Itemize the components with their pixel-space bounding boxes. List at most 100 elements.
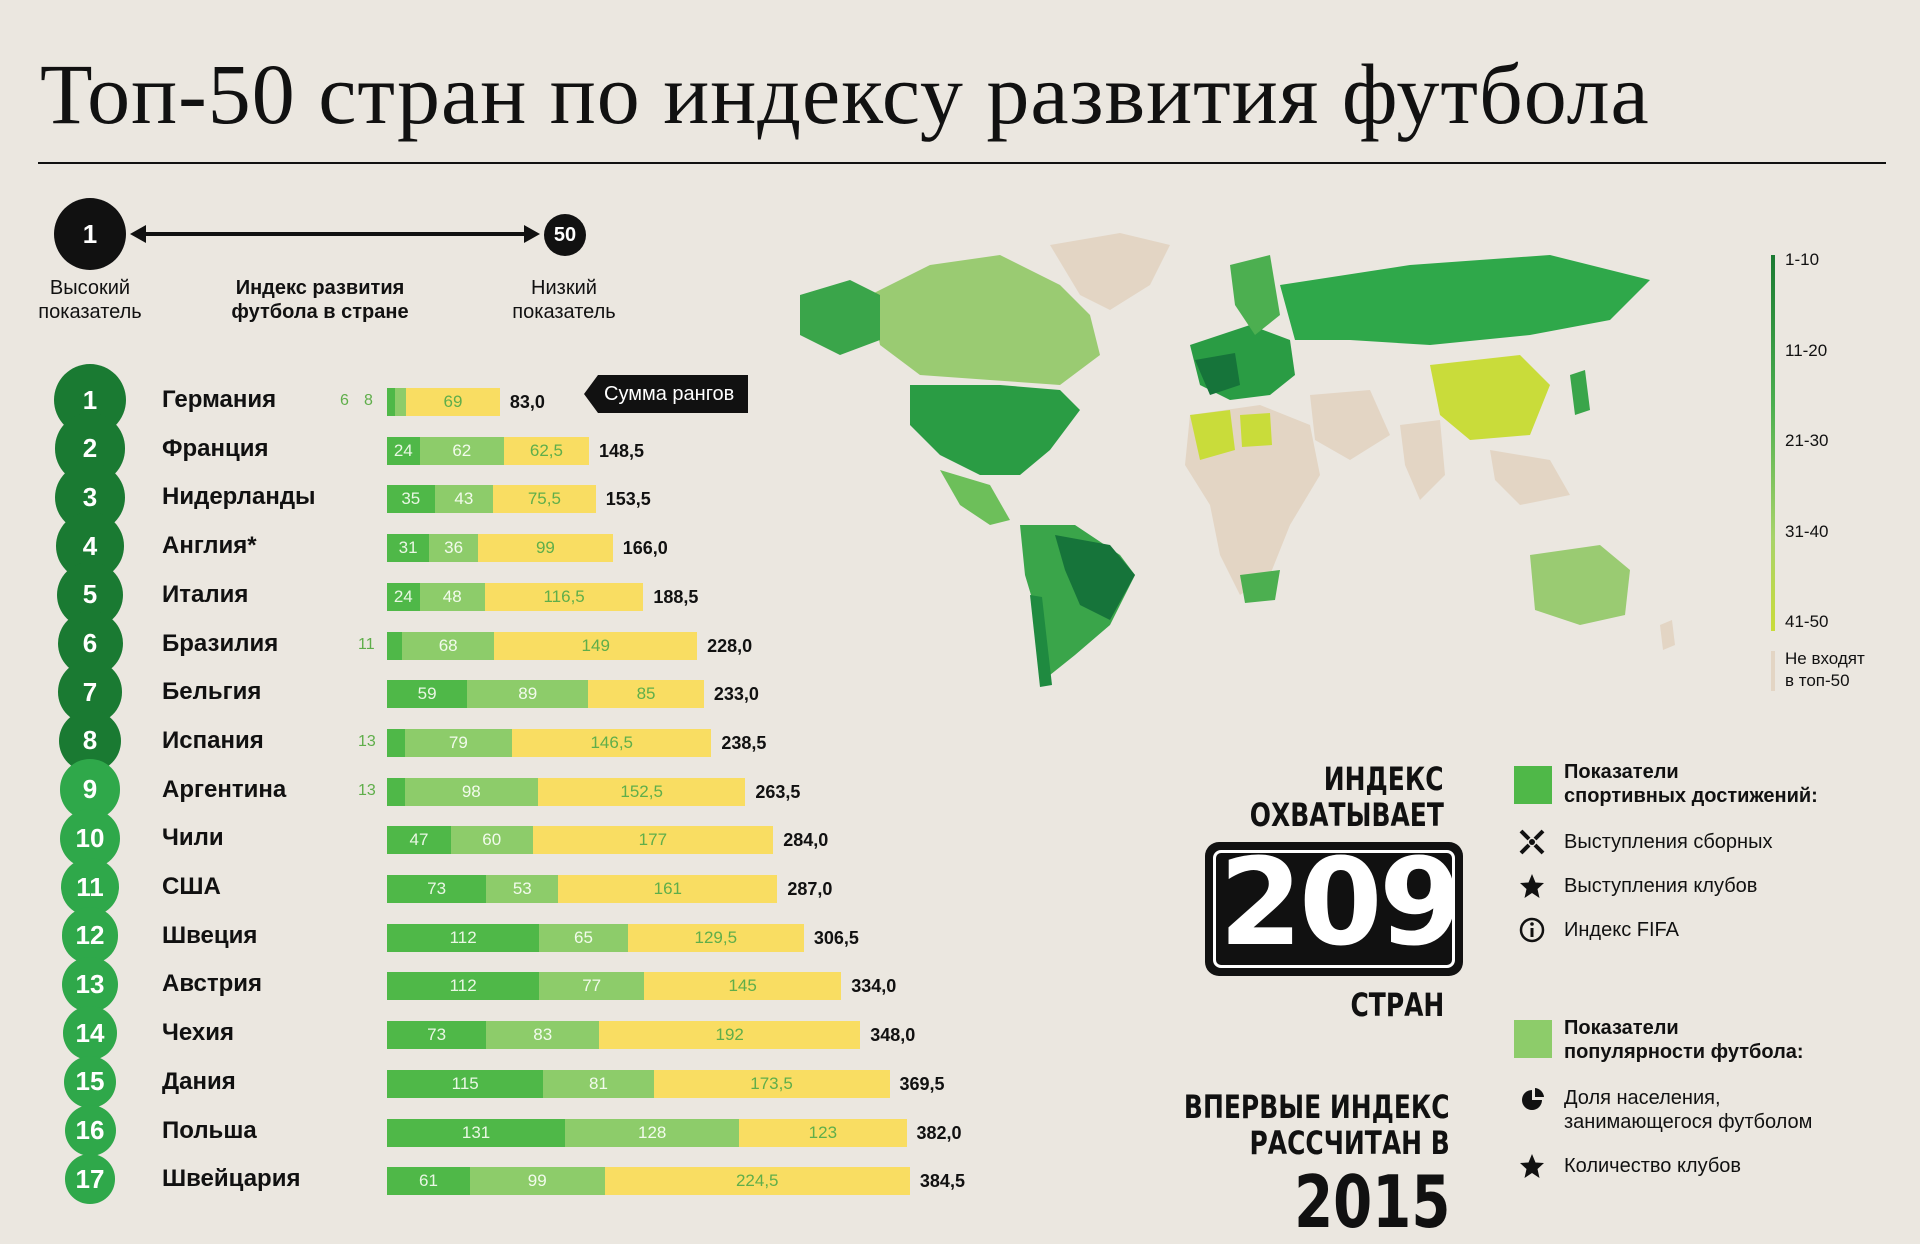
map-legend-label: 21-30 bbox=[1785, 431, 1829, 450]
map-canada bbox=[870, 255, 1100, 385]
total-label: 384,5 bbox=[919, 1171, 965, 1192]
bar-segment: 99 bbox=[469, 1167, 605, 1196]
bar-segment: 173,5 bbox=[653, 1069, 890, 1098]
bar-segment: 65 bbox=[539, 923, 628, 952]
bar-segment bbox=[387, 631, 402, 660]
map-alaska bbox=[800, 280, 880, 355]
popularity-legend-title: Показатели популярности футбола: bbox=[1564, 1016, 1804, 1064]
national-teams-icon bbox=[1519, 829, 1545, 855]
total-label: 188,5 bbox=[653, 586, 699, 607]
map-australia bbox=[1530, 545, 1630, 625]
bar-segment: 43 bbox=[434, 485, 494, 514]
stacked-bar: 115 81 173,5 bbox=[387, 1069, 890, 1098]
stacked-bar: 112 77 145 bbox=[387, 972, 842, 1001]
country-label: Аргентина bbox=[162, 775, 287, 803]
map-russia bbox=[1280, 255, 1650, 345]
country-label: Бельгия bbox=[162, 678, 262, 706]
rank-circle: 8 bbox=[58, 709, 122, 772]
map-new-zealand bbox=[1660, 620, 1675, 650]
map-legend-label: 11-20 bbox=[1785, 340, 1828, 360]
bar-segment bbox=[387, 388, 396, 416]
stacked-bar: 61 99 224,5 bbox=[387, 1167, 910, 1196]
chart-row: 10 Чили 47 60 177 284,0 bbox=[0, 808, 1130, 868]
total-label: 348,0 bbox=[870, 1025, 916, 1046]
map-chile bbox=[1030, 595, 1052, 687]
bar-segment: 112 bbox=[387, 972, 540, 1001]
rank-circle: 12 bbox=[61, 907, 119, 964]
stacked-bar: 131 128 123 bbox=[387, 1118, 907, 1147]
rank-circle: 15 bbox=[63, 1055, 117, 1108]
chart-row: 16 Польша 131 128 123 382,0 bbox=[0, 1105, 1130, 1156]
index-countries-label: СТРАН bbox=[1350, 986, 1444, 1024]
country-label: Бразилия bbox=[162, 629, 279, 657]
map-middle-east bbox=[1310, 390, 1390, 460]
bar-segment: 128 bbox=[565, 1118, 740, 1147]
legend-population-share: Доля населения, занимающегося футболом bbox=[1564, 1086, 1812, 1134]
chart-row: 7 Бельгия 59 89 85 233,0 bbox=[0, 660, 1130, 724]
chart-row: 12 Швеция 112 65 129,5 306,5 bbox=[0, 907, 1130, 964]
scale-middle-caption: Индекс развития футбола в стране bbox=[210, 276, 430, 324]
map-scandinavia bbox=[1230, 255, 1280, 335]
legend-national-teams: Выступления сборных bbox=[1564, 831, 1773, 853]
map-legend-none-line1: Не входят bbox=[1785, 649, 1865, 668]
country-label: Германия bbox=[162, 386, 277, 413]
popularity-legend-swatch bbox=[1514, 1020, 1552, 1058]
small-rank-label: 8 bbox=[364, 392, 373, 409]
scale-high-caption-line1: Высокий bbox=[49, 277, 131, 299]
chart-row: 4 Англия* 31 36 99 166,0 bbox=[0, 512, 1130, 580]
world-map bbox=[800, 233, 1675, 687]
bar-segment: 123 bbox=[739, 1118, 907, 1147]
population-share-icon bbox=[1522, 1088, 1544, 1110]
scale-low-circle: 50 bbox=[544, 214, 586, 256]
scale-high-caption-line2: показатель bbox=[38, 301, 142, 323]
bar-segment: 60 bbox=[450, 826, 533, 855]
chart-row: 15 Дания 115 81 173,5 369,5 bbox=[0, 1055, 1130, 1108]
stacked-bar: 24 62 62,5 bbox=[387, 436, 589, 465]
bar-segment: 77 bbox=[539, 972, 645, 1001]
clubs-star-icon bbox=[1520, 874, 1544, 898]
sport-legend-title-line2: спортивных достижений: bbox=[1564, 785, 1818, 807]
map-legend-none: Не входят в топ-50 bbox=[1785, 648, 1865, 692]
map-legend-label: 1-10 bbox=[1785, 250, 1820, 269]
bar-segment bbox=[395, 388, 407, 416]
stacked-bar: 73 53 161 bbox=[387, 875, 778, 903]
map-china bbox=[1430, 355, 1550, 440]
bar-segment: 73 bbox=[387, 875, 487, 903]
legend-fifa-index: Индекс FIFA bbox=[1564, 919, 1679, 941]
stacked-bar: 112 65 129,5 bbox=[387, 923, 804, 952]
scale-high-circle: 1 bbox=[54, 198, 126, 270]
chart-row: 14 Чехия 73 83 192 348,0 bbox=[0, 1006, 1130, 1060]
bar-segment: 145 bbox=[644, 972, 842, 1001]
map-north-africa-2 bbox=[1240, 413, 1272, 447]
bar-segment: 129,5 bbox=[627, 923, 804, 952]
bar-segment: 116,5 bbox=[484, 582, 644, 611]
index-first-year: 2015 bbox=[1293, 1160, 1450, 1244]
legend-population-share-line2: занимающегося футболом bbox=[1564, 1111, 1813, 1133]
chart-row: 2 Франция 24 62 62,5 148,5 bbox=[0, 413, 1130, 484]
bar-segment: 75,5 bbox=[493, 485, 596, 514]
scale-low-number: 50 bbox=[553, 223, 577, 246]
bar-segment: 35 bbox=[387, 485, 435, 514]
sport-legend-swatch bbox=[1514, 766, 1552, 804]
map-legend-label: 41-50 bbox=[1785, 612, 1829, 631]
rank-circle: 16 bbox=[64, 1105, 116, 1156]
map-mexico bbox=[940, 470, 1010, 525]
bar-segment: 48 bbox=[419, 582, 485, 611]
stacked-bar: 69 bbox=[387, 388, 500, 416]
stacked-bar: 47 60 177 bbox=[387, 826, 774, 855]
country-label: Дания bbox=[162, 1067, 236, 1095]
scale-high-number: 1 bbox=[82, 218, 98, 249]
scale-low-caption-line1: Низкий bbox=[531, 277, 597, 299]
bar-segment: 81 bbox=[543, 1069, 654, 1098]
sum-of-ranks-callout: Сумма рангов bbox=[583, 375, 749, 413]
bar-segment bbox=[387, 777, 405, 806]
stacked-bar: 73 83 192 bbox=[387, 1021, 861, 1050]
stacked-bar: 31 36 99 bbox=[387, 534, 613, 563]
map-western-europe bbox=[1195, 353, 1240, 395]
map-brazil bbox=[1055, 535, 1135, 620]
country-label: Австрия bbox=[162, 970, 263, 998]
bar-segment: 131 bbox=[387, 1118, 566, 1147]
bar-segment: 53 bbox=[486, 875, 559, 903]
total-label: 148,5 bbox=[598, 440, 644, 461]
counter-digit-3: 9 bbox=[1379, 834, 1463, 973]
